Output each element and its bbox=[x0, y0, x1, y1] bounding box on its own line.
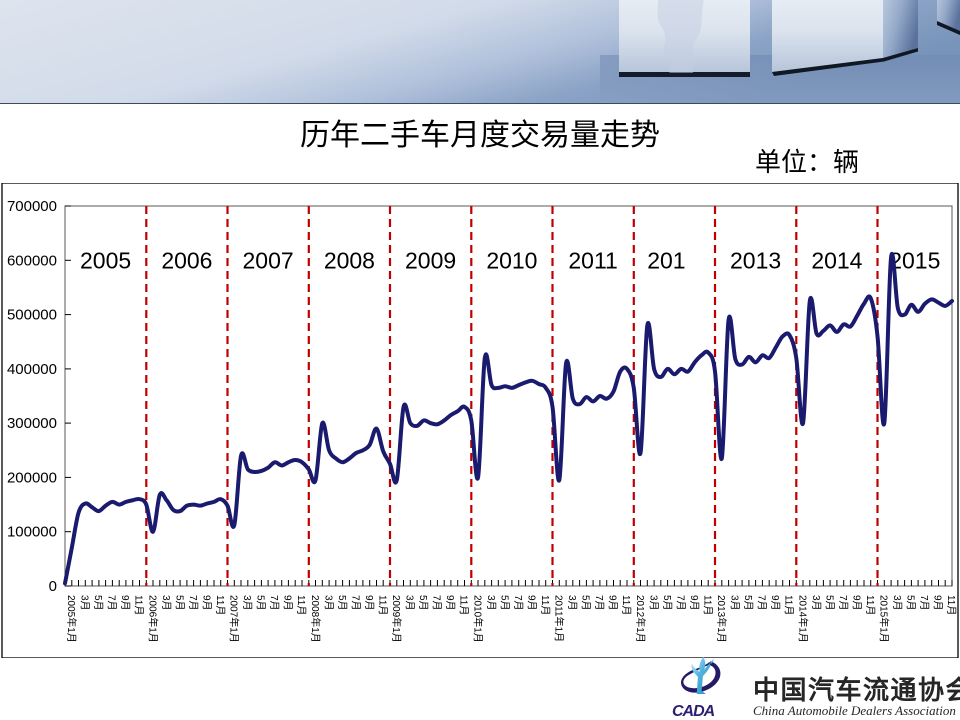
svg-text:0: 0 bbox=[49, 578, 57, 595]
svg-text:5月: 5月 bbox=[417, 595, 429, 611]
svg-text:11月: 11月 bbox=[783, 595, 795, 615]
svg-text:2011年1月: 2011年1月 bbox=[553, 595, 566, 642]
svg-text:11月: 11月 bbox=[214, 595, 226, 615]
svg-text:9月: 9月 bbox=[119, 595, 131, 611]
svg-text:5月: 5月 bbox=[498, 595, 510, 611]
svg-text:3月: 3月 bbox=[891, 595, 903, 611]
svg-text:3月: 3月 bbox=[647, 595, 659, 611]
svg-text:3月: 3月 bbox=[322, 595, 334, 611]
svg-text:3月: 3月 bbox=[485, 595, 497, 611]
svg-text:9月: 9月 bbox=[525, 595, 537, 611]
svg-text:9月: 9月 bbox=[688, 595, 700, 611]
svg-text:3月: 3月 bbox=[404, 595, 416, 611]
svg-text:11月: 11月 bbox=[539, 595, 551, 615]
svg-text:2005年1月: 2005年1月 bbox=[65, 595, 78, 643]
svg-text:5月: 5月 bbox=[905, 595, 917, 611]
svg-text:9月: 9月 bbox=[607, 595, 619, 611]
svg-text:3月: 3月 bbox=[79, 595, 91, 611]
svg-text:5月: 5月 bbox=[823, 595, 835, 611]
svg-text:5月: 5月 bbox=[173, 595, 185, 611]
svg-text:700000: 700000 bbox=[7, 198, 57, 215]
svg-text:2013年1月: 2013年1月 bbox=[715, 595, 728, 643]
svg-text:CADA: CADA bbox=[672, 703, 715, 720]
svg-text:500000: 500000 bbox=[7, 307, 57, 324]
svg-text:3月: 3月 bbox=[729, 595, 741, 611]
svg-text:7月: 7月 bbox=[268, 595, 280, 611]
svg-text:5月: 5月 bbox=[336, 595, 348, 611]
svg-text:2011: 2011 bbox=[568, 247, 617, 273]
svg-text:7月: 7月 bbox=[674, 595, 686, 611]
svg-text:2007: 2007 bbox=[243, 247, 294, 273]
svg-text:2014年1月: 2014年1月 bbox=[796, 595, 809, 643]
svg-text:9月: 9月 bbox=[850, 595, 862, 611]
svg-text:2015年1月: 2015年1月 bbox=[878, 595, 891, 643]
svg-text:9月: 9月 bbox=[444, 595, 456, 611]
svg-text:7月: 7月 bbox=[106, 595, 118, 611]
svg-text:11月: 11月 bbox=[295, 595, 307, 615]
svg-text:7月: 7月 bbox=[837, 595, 849, 611]
svg-text:600000: 600000 bbox=[7, 252, 57, 269]
svg-text:2006: 2006 bbox=[161, 247, 212, 273]
svg-text:400000: 400000 bbox=[7, 361, 57, 378]
svg-text:7月: 7月 bbox=[593, 595, 605, 611]
svg-text:2014: 2014 bbox=[811, 247, 862, 273]
svg-text:2015: 2015 bbox=[889, 247, 940, 273]
svg-text:5月: 5月 bbox=[255, 595, 267, 611]
svg-text:2007年1月: 2007年1月 bbox=[228, 595, 241, 643]
svg-text:5月: 5月 bbox=[580, 595, 592, 611]
svg-text:2008年1月: 2008年1月 bbox=[309, 595, 322, 643]
svg-text:11月: 11月 bbox=[945, 595, 957, 615]
svg-text:7月: 7月 bbox=[756, 595, 768, 611]
svg-text:2010: 2010 bbox=[486, 247, 537, 273]
svg-text:7月: 7月 bbox=[431, 595, 443, 611]
svg-text:2009: 2009 bbox=[405, 247, 456, 273]
svg-text:2005: 2005 bbox=[80, 247, 131, 273]
svg-text:2008: 2008 bbox=[324, 247, 375, 273]
svg-text:2006年1月: 2006年1月 bbox=[146, 595, 159, 643]
svg-text:11月: 11月 bbox=[864, 595, 876, 615]
svg-text:3月: 3月 bbox=[810, 595, 822, 611]
svg-text:5月: 5月 bbox=[92, 595, 104, 611]
svg-text:9月: 9月 bbox=[363, 595, 375, 611]
svg-text:9月: 9月 bbox=[769, 595, 781, 611]
svg-text:300000: 300000 bbox=[7, 415, 57, 432]
svg-text:11月: 11月 bbox=[458, 595, 470, 615]
svg-text:3月: 3月 bbox=[241, 595, 253, 611]
svg-text:2010年1月: 2010年1月 bbox=[471, 595, 484, 643]
svg-text:5月: 5月 bbox=[661, 595, 673, 611]
svg-text:201: 201 bbox=[647, 247, 685, 273]
svg-text:3月: 3月 bbox=[566, 595, 578, 611]
svg-text:11月: 11月 bbox=[702, 595, 714, 615]
svg-text:11月: 11月 bbox=[377, 595, 389, 615]
svg-text:7月: 7月 bbox=[349, 595, 361, 611]
svg-text:7月: 7月 bbox=[918, 595, 930, 611]
svg-text:2012年1月: 2012年1月 bbox=[634, 595, 647, 643]
svg-text:2013: 2013 bbox=[730, 247, 781, 273]
svg-text:7月: 7月 bbox=[512, 595, 524, 611]
svg-text:2009年1月: 2009年1月 bbox=[390, 595, 403, 643]
svg-text:11月: 11月 bbox=[133, 595, 145, 615]
svg-text:11月: 11月 bbox=[620, 595, 632, 615]
svg-text:9月: 9月 bbox=[282, 595, 294, 611]
svg-text:9月: 9月 bbox=[200, 595, 212, 611]
svg-text:200000: 200000 bbox=[7, 469, 57, 486]
svg-text:China Automobile Dealers Assoc: China Automobile Dealers Association bbox=[753, 703, 956, 718]
svg-text:3月: 3月 bbox=[160, 595, 172, 611]
svg-text:5月: 5月 bbox=[742, 595, 754, 611]
svg-text:7月: 7月 bbox=[187, 595, 199, 611]
svg-text:中国汽车流通协会: 中国汽车流通协会 bbox=[753, 675, 960, 705]
svg-text:100000: 100000 bbox=[7, 524, 57, 541]
svg-text:9月: 9月 bbox=[932, 595, 944, 611]
